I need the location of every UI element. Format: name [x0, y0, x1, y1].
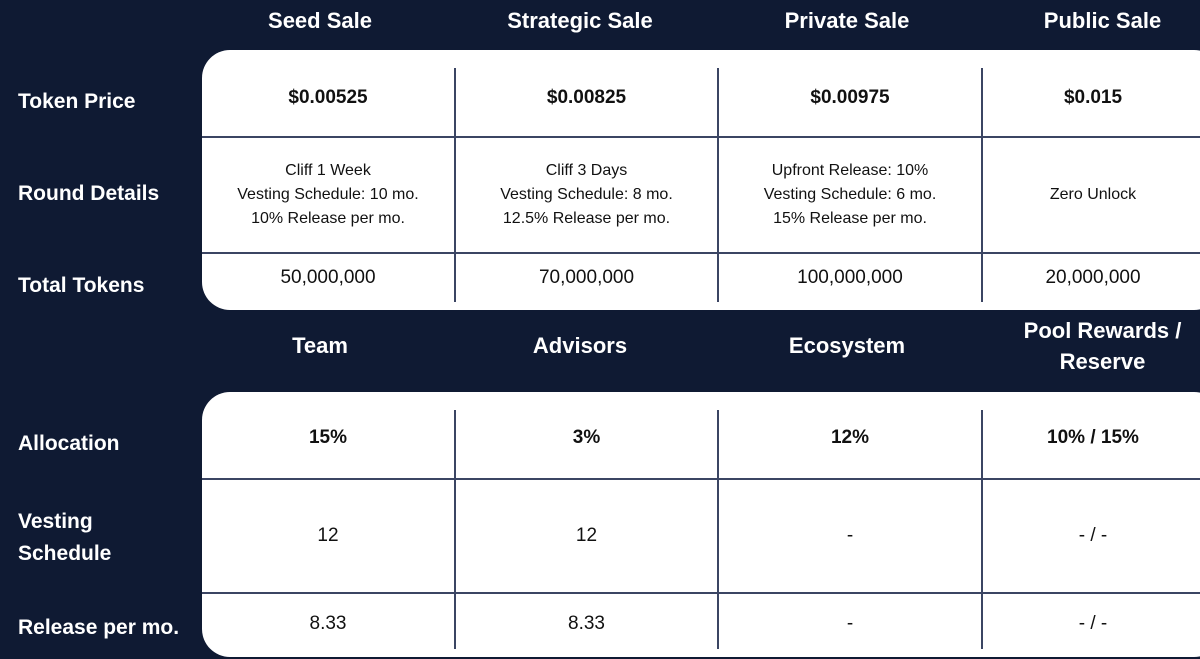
- sale-table-panel: $0.00525 $0.00825 $0.00975 $0.015 Cliff …: [202, 50, 1200, 310]
- row-divider: [202, 478, 1200, 480]
- header-ecosystem: Ecosystem: [788, 333, 906, 358]
- release-team: 8.33: [309, 613, 347, 634]
- vesting-team: 12: [317, 525, 339, 546]
- column-divider: [454, 68, 456, 302]
- token-price-private: $0.00975: [810, 87, 890, 108]
- column-divider: [454, 410, 456, 649]
- column-divider: [717, 410, 719, 649]
- release-pool-rewards: - / -: [1078, 613, 1108, 634]
- column-divider: [981, 410, 983, 649]
- row-label-total-tokens: Total Tokens: [18, 274, 145, 297]
- row-divider: [202, 252, 1200, 254]
- header-public-sale: Public Sale: [1043, 8, 1162, 33]
- row-label-allocation: Allocation: [18, 432, 120, 455]
- total-tokens-strategic: 70,000,000: [538, 267, 635, 288]
- total-tokens-public: 20,000,000: [1045, 267, 1141, 288]
- row-divider: [202, 592, 1200, 594]
- row-divider: [202, 136, 1200, 138]
- allocation-table-panel: 15% 3% 12% 10% / 15% 12 12 - - / - 8.33 …: [202, 392, 1200, 657]
- header-seed-sale: Seed Sale: [268, 8, 372, 33]
- column-divider: [981, 68, 983, 302]
- vesting-advisors: 12: [575, 525, 598, 546]
- allocation-advisors: 3%: [572, 427, 601, 448]
- row-label-release-per-mo: Release per mo.: [18, 616, 180, 639]
- release-advisors: 8.33: [568, 613, 605, 634]
- header-private-sale: Private Sale: [784, 8, 910, 33]
- header-team: Team: [292, 333, 348, 358]
- total-tokens-private: 100,000,000: [797, 267, 903, 288]
- round-details-public: Zero Unlock: [1049, 186, 1137, 203]
- column-divider: [717, 68, 719, 302]
- header-advisors: Advisors: [532, 333, 628, 358]
- release-ecosystem: -: [846, 613, 854, 634]
- vesting-pool-rewards: - / -: [1078, 525, 1108, 546]
- allocation-pool-rewards: 10% / 15%: [1047, 427, 1139, 448]
- token-price-seed: $0.00525: [288, 87, 368, 108]
- round-details-strategic: Cliff 3 Days Vesting Schedule: 8 mo. 12.…: [500, 162, 673, 227]
- round-details-seed: Cliff 1 Week Vesting Schedule: 10 mo. 10…: [237, 162, 419, 227]
- total-tokens-seed: 50,000,000: [280, 267, 376, 288]
- row-label-token-price: Token Price: [18, 90, 136, 113]
- token-price-strategic: $0.00825: [546, 87, 627, 108]
- token-price-public: $0.015: [1063, 87, 1123, 108]
- header-pool-rewards-reserve: Pool Rewards / Reserve: [1023, 318, 1182, 374]
- row-label-vesting-schedule: Vesting Schedule: [18, 510, 112, 565]
- round-details-private: Upfront Release: 10% Vesting Schedule: 6…: [763, 162, 937, 227]
- vesting-ecosystem: -: [846, 525, 854, 546]
- header-strategic-sale: Strategic Sale: [507, 8, 653, 33]
- allocation-team: 15%: [308, 427, 348, 448]
- row-label-round-details: Round Details: [18, 182, 160, 205]
- allocation-ecosystem: 12%: [830, 427, 870, 448]
